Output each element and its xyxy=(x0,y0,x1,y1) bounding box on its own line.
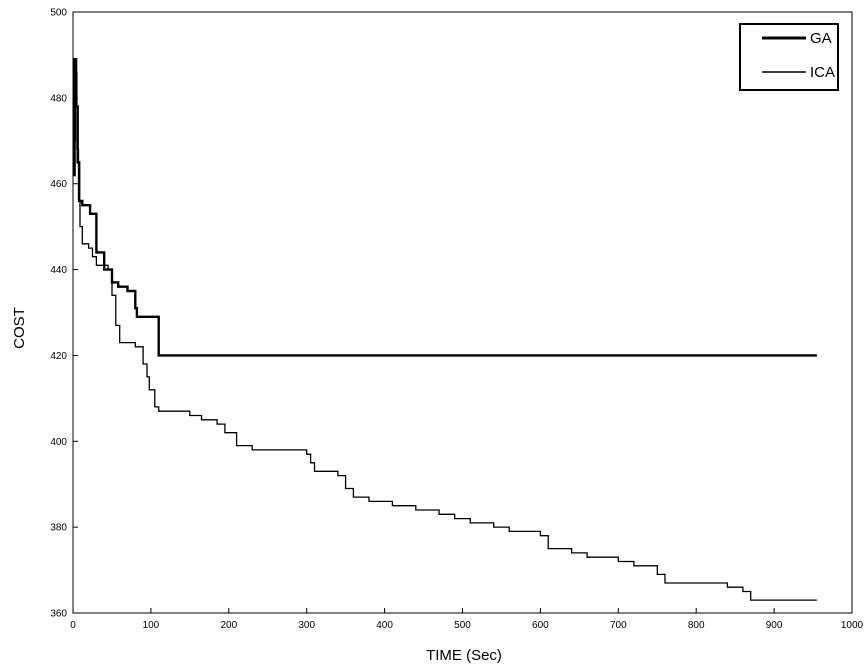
legend: GA ICA xyxy=(739,23,839,91)
y-axis-title: COST xyxy=(11,307,28,349)
x-tick-label: 300 xyxy=(298,620,315,631)
x-tick-label: 900 xyxy=(766,620,783,631)
x-tick-label: 400 xyxy=(376,620,393,631)
x-tick-label: 700 xyxy=(610,620,627,631)
series-line-ga xyxy=(73,58,817,357)
plot-frame xyxy=(72,11,853,614)
legend-label-ga: GA xyxy=(810,30,832,47)
y-tick-label: 500 xyxy=(50,8,67,19)
y-tick-label: 440 xyxy=(50,265,67,276)
series-line-ica xyxy=(73,71,817,601)
x-tick-label: 200 xyxy=(220,620,237,631)
y-tick-label: 400 xyxy=(50,437,67,448)
x-axis-title: TIME (Sec) xyxy=(426,647,502,664)
y-tick-label: 420 xyxy=(50,351,67,362)
x-axis-ticks: 0 100 200 300 400 500 600 700 800 900 1000 xyxy=(70,608,864,631)
legend-label-ica: ICA xyxy=(810,64,835,81)
y-tick-label: 480 xyxy=(50,93,67,104)
x-tick-label: 800 xyxy=(688,620,705,631)
x-tick-label: 500 xyxy=(454,620,471,631)
x-tick-label: 600 xyxy=(532,620,549,631)
x-tick-label: 1000 xyxy=(841,620,864,631)
series-layer xyxy=(73,58,817,601)
y-tick-label: 360 xyxy=(50,609,67,620)
x-tick-label: 0 xyxy=(70,620,76,631)
y-tick-label: 460 xyxy=(50,179,67,190)
x-tick-label: 100 xyxy=(143,620,160,631)
legend-box xyxy=(739,23,839,91)
y-tick-label: 380 xyxy=(50,523,67,534)
